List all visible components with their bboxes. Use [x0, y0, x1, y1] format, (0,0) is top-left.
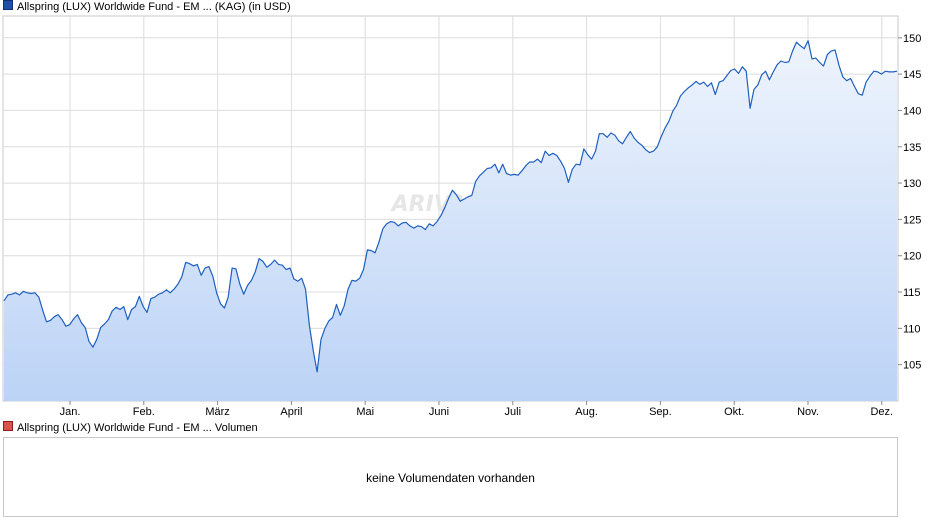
x-tick-label: Feb.	[133, 406, 155, 418]
no-volume-message: keine Volumendaten vorhanden	[366, 471, 535, 485]
y-tick-label: 115	[903, 287, 921, 299]
x-tick-label: Aug.	[575, 406, 598, 418]
y-tick-label: 145	[903, 69, 921, 81]
price-chart: ARIVA.DE 105110115120125130135140145150 …	[2, 15, 921, 418]
y-tick-label: 140	[903, 105, 921, 117]
price-legend: Allspring (LUX) Worldwide Fund - EM ... …	[3, 0, 291, 14]
x-tick-label: Juli	[505, 406, 522, 418]
y-tick-label: 120	[903, 251, 921, 263]
price-line	[3, 40, 898, 373]
y-tick-label: 135	[903, 142, 921, 154]
x-axis: Jan. Feb. März April Mai Juni Juli Aug. Sep. Okt.…	[60, 401, 893, 418]
x-tick-label: Dez.	[870, 406, 893, 418]
y-tick-label: 150	[903, 33, 921, 45]
x-tick-label: Sep.	[649, 406, 672, 418]
volume-panel: keine Volumendaten vorhanden	[3, 437, 898, 517]
y-axis: 105 110 115 120 125 130 135 140 145 150	[898, 33, 921, 372]
x-tick-label: Mai	[356, 406, 374, 418]
y-tick-label: 130	[903, 178, 921, 190]
volume-legend: Allspring (LUX) Worldwide Fund - EM ... …	[3, 421, 258, 435]
y-tick-label: 110	[903, 323, 921, 335]
x-tick-label: Okt.	[724, 406, 744, 418]
price-legend-swatch	[3, 0, 13, 10]
price-legend-label: Allspring (LUX) Worldwide Fund - EM ... …	[17, 1, 291, 13]
x-tick-label: März	[205, 406, 229, 418]
volume-legend-swatch	[3, 421, 13, 431]
x-tick-label: Juni	[429, 406, 449, 418]
y-tick-label: 105	[903, 360, 921, 372]
x-tick-label: April	[280, 406, 302, 418]
y-tick-label: 125	[903, 214, 921, 226]
x-tick-label: Jan.	[60, 406, 81, 418]
volume-legend-label: Allspring (LUX) Worldwide Fund - EM ... …	[17, 422, 258, 434]
x-tick-label: Nov.	[797, 406, 819, 418]
price-area	[4, 40, 897, 401]
